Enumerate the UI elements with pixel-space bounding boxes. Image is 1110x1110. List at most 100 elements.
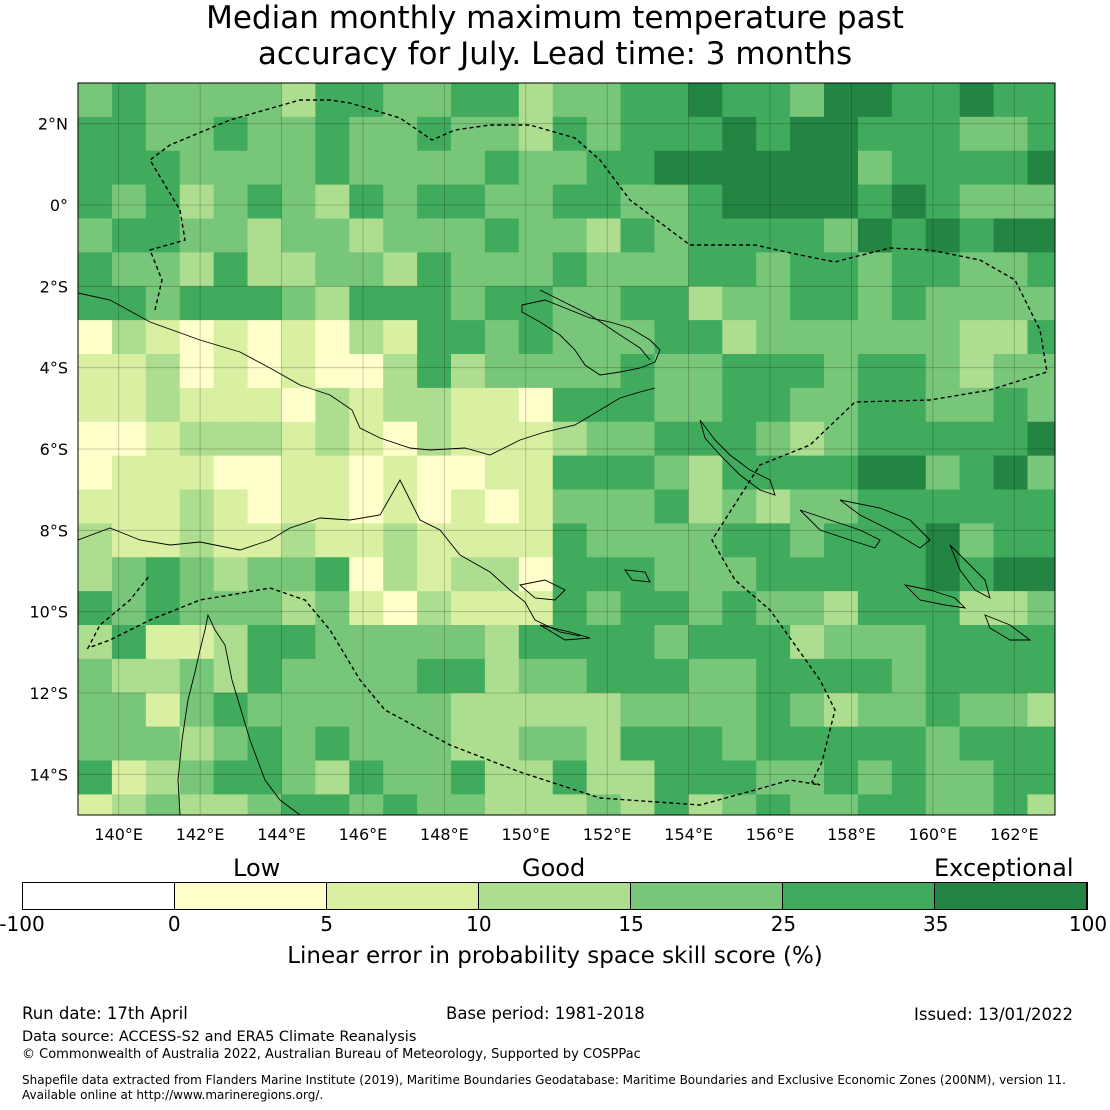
skill-cell	[349, 184, 384, 220]
skill-cell	[824, 591, 859, 626]
skill-cell	[857, 387, 893, 423]
skill-cell	[824, 692, 859, 728]
skill-cell	[1027, 692, 1055, 728]
skill-cell	[925, 794, 961, 815]
skill-cell	[925, 625, 961, 660]
skill-cell	[484, 150, 520, 186]
skill-cell	[145, 625, 181, 660]
skill-cell	[688, 760, 723, 795]
skill-cell	[891, 625, 927, 660]
skill-cell	[281, 489, 316, 524]
longitude-tick-label: 150°E	[501, 825, 550, 844]
skill-cell	[552, 726, 588, 762]
skill-cell	[586, 692, 622, 728]
skill-cell	[993, 286, 1029, 321]
skill-cell	[315, 523, 350, 558]
skill-cell	[111, 83, 147, 118]
skill-cell	[484, 184, 520, 220]
base-period: Base period: 1981-2018	[446, 1004, 645, 1023]
new-ireland-coast	[539, 289, 651, 361]
skill-cell	[315, 421, 350, 457]
map-frame	[77, 82, 1056, 816]
skill-cell	[620, 455, 656, 491]
longitude-tick-label: 152°E	[583, 825, 632, 844]
skill-cell	[111, 658, 147, 694]
skill-cell	[518, 658, 554, 694]
skill-cell	[891, 354, 927, 389]
skill-cell	[281, 591, 316, 626]
skill-cell	[349, 150, 384, 186]
skill-cell	[247, 387, 283, 423]
skill-cell	[993, 455, 1029, 491]
longitude-tick-label: 142°E	[176, 825, 225, 844]
skill-cell	[213, 726, 249, 762]
skill-cell	[790, 489, 825, 524]
skill-cell	[349, 760, 384, 795]
skill-cell	[145, 591, 181, 626]
skill-cell	[247, 523, 283, 558]
skill-cell	[722, 421, 757, 457]
skill-cell	[179, 726, 215, 762]
skill-cell	[925, 726, 961, 762]
skill-cell	[959, 692, 995, 728]
skill-cell	[111, 489, 147, 524]
skill-cell	[552, 286, 588, 321]
skill-cell	[586, 116, 622, 152]
longitude-tick-label: 162°E	[990, 825, 1039, 844]
solomon-islands-coast-4	[903, 584, 967, 609]
skill-cell	[688, 116, 723, 152]
skill-cell	[824, 387, 859, 423]
skill-cell	[349, 421, 384, 457]
colorbar-tick-label: 15	[618, 912, 644, 936]
skill-cell	[417, 218, 452, 253]
solomon-islands-coast-3	[949, 544, 991, 599]
new-britain-coast	[521, 299, 661, 376]
skill-cell	[790, 354, 825, 389]
solomon-islands-coast-1	[799, 509, 881, 549]
skill-cell	[484, 557, 520, 592]
skill-cell	[315, 760, 350, 795]
skill-cell	[620, 83, 656, 118]
skill-cell	[722, 150, 757, 186]
skill-cell	[552, 489, 588, 524]
skill-cell	[247, 658, 283, 694]
skill-cell	[451, 726, 486, 762]
skill-cell	[857, 625, 893, 660]
skill-cell	[349, 320, 384, 355]
skill-cell	[586, 252, 622, 287]
skill-cell	[179, 150, 215, 186]
skill-cell	[790, 557, 825, 592]
skill-cell	[1027, 252, 1055, 287]
skill-cell	[281, 421, 316, 457]
skill-cell	[383, 320, 418, 355]
skill-cell	[111, 184, 147, 220]
skill-cell	[145, 150, 181, 186]
skill-cell	[247, 116, 283, 152]
skill-cell	[417, 421, 452, 457]
latitude-tick-label: 12°S	[29, 684, 68, 703]
skill-cell	[213, 150, 249, 186]
skill-cell	[891, 387, 927, 423]
latitude-tick-label: 2°N	[38, 115, 68, 134]
map-title-line1: Median monthly maximum temperature past	[206, 0, 904, 36]
skill-cell	[179, 760, 215, 795]
skill-cell	[179, 184, 215, 220]
skill-cell	[959, 625, 995, 660]
skill-cell	[451, 116, 486, 152]
skill-cell	[654, 625, 689, 660]
skill-cell	[654, 150, 689, 186]
skill-cell	[790, 625, 825, 660]
skill-cell	[857, 726, 893, 762]
skill-cell	[824, 794, 859, 815]
skill-cell	[1027, 557, 1055, 592]
skill-cell	[586, 489, 622, 524]
skill-cell	[417, 387, 452, 423]
skill-cell	[993, 116, 1029, 152]
skill-cell	[722, 557, 757, 592]
latitude-tick-label: 14°S	[29, 765, 68, 784]
skill-cell	[451, 83, 486, 118]
skill-cell	[790, 421, 825, 457]
skill-cell	[111, 760, 147, 795]
skill-cell	[78, 320, 113, 355]
skill-cell	[179, 489, 215, 524]
